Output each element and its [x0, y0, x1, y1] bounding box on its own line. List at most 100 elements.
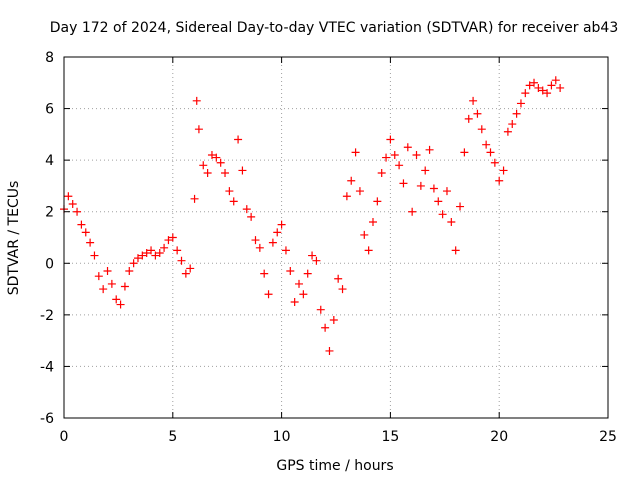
- tick-marks: [63, 56, 609, 419]
- data-point: [99, 285, 108, 294]
- data-point: [499, 166, 508, 175]
- y-tick-label: 0: [45, 256, 54, 272]
- data-point: [155, 248, 164, 257]
- data-point: [207, 150, 216, 159]
- data-point: [120, 282, 129, 291]
- data-point: [347, 176, 356, 185]
- data-point: [277, 220, 286, 229]
- data-point: [516, 99, 525, 108]
- y-tick-label: -4: [40, 359, 54, 375]
- data-point: [538, 86, 547, 95]
- data-point: [382, 153, 391, 162]
- data-point: [486, 148, 495, 157]
- data-point: [77, 220, 86, 229]
- data-point: [247, 212, 256, 221]
- x-tick-label: 10: [273, 429, 291, 445]
- data-point: [395, 161, 404, 170]
- data-point: [525, 81, 534, 90]
- y-axis-title: SDTVAR / TECUs: [6, 181, 22, 296]
- data-point: [129, 259, 138, 268]
- data-point: [138, 251, 147, 260]
- data-point: [543, 89, 552, 98]
- grid-lines: [64, 57, 608, 418]
- data-point: [460, 148, 469, 157]
- data-point: [390, 150, 399, 159]
- data-point: [199, 161, 208, 170]
- y-tick-label: 2: [45, 205, 54, 221]
- data-point: [116, 300, 125, 309]
- data-point: [216, 158, 225, 167]
- x-tick-labels: 0 5 10 15 20 25: [60, 429, 617, 445]
- data-point: [321, 323, 330, 332]
- data-point: [238, 166, 247, 175]
- x-axis-title: GPS time / hours: [276, 458, 393, 474]
- data-point: [521, 89, 530, 98]
- data-point: [133, 254, 142, 263]
- x-tick-label: 20: [490, 429, 508, 445]
- data-point: [147, 246, 156, 255]
- data-point: [281, 246, 290, 255]
- data-point: [556, 83, 565, 92]
- data-point: [334, 274, 343, 283]
- data-point: [447, 218, 456, 227]
- data-point: [355, 187, 364, 196]
- data-point: [368, 218, 377, 227]
- data-point: [360, 230, 369, 239]
- data-point: [225, 187, 234, 196]
- data-point: [68, 199, 77, 208]
- data-point: [186, 264, 195, 273]
- data-point: [425, 145, 434, 154]
- data-point: [377, 169, 386, 178]
- data-point: [90, 251, 99, 260]
- data-point: [151, 251, 160, 260]
- data-point: [325, 346, 334, 355]
- data-point: [229, 197, 238, 206]
- data-point: [534, 83, 543, 92]
- data-point: [273, 228, 282, 237]
- x-tick-label: 5: [168, 429, 177, 445]
- data-point: [512, 109, 521, 118]
- data-point: [64, 192, 73, 201]
- data-point: [260, 269, 269, 278]
- data-point: [94, 272, 103, 281]
- y-tick-labels: -6 -4 -2 0 2 4 6 8: [40, 50, 54, 427]
- data-point: [312, 256, 321, 265]
- data-point: [212, 153, 221, 162]
- data-point: [477, 125, 486, 134]
- data-point: [438, 210, 447, 219]
- data-point: [190, 194, 199, 203]
- data-points: [60, 76, 565, 355]
- data-point: [194, 125, 203, 134]
- data-point: [112, 295, 121, 304]
- y-tick-label: 4: [45, 153, 54, 169]
- data-point: [434, 197, 443, 206]
- data-point: [234, 135, 243, 144]
- data-point: [416, 181, 425, 190]
- data-point: [373, 197, 382, 206]
- x-tick-label: 25: [599, 429, 617, 445]
- data-point: [399, 179, 408, 188]
- data-point: [192, 96, 201, 105]
- plot-frame: [63, 56, 609, 419]
- data-point: [103, 267, 112, 276]
- data-point: [255, 243, 264, 252]
- data-point: [316, 305, 325, 314]
- data-point: [547, 81, 556, 90]
- x-tick-label: 15: [381, 429, 399, 445]
- data-point: [107, 279, 116, 288]
- x-tick-label: 0: [60, 429, 69, 445]
- y-tick-label: 8: [45, 50, 54, 66]
- data-point: [164, 236, 173, 245]
- data-point: [342, 192, 351, 201]
- data-point: [173, 246, 182, 255]
- y-tick-label: 6: [45, 102, 54, 118]
- data-point: [125, 267, 134, 276]
- data-point: [530, 78, 539, 87]
- data-point: [473, 109, 482, 118]
- data-point: [308, 251, 317, 260]
- data-point: [264, 290, 273, 299]
- data-point: [203, 169, 212, 178]
- data-point: [490, 158, 499, 167]
- data-point: [456, 202, 465, 211]
